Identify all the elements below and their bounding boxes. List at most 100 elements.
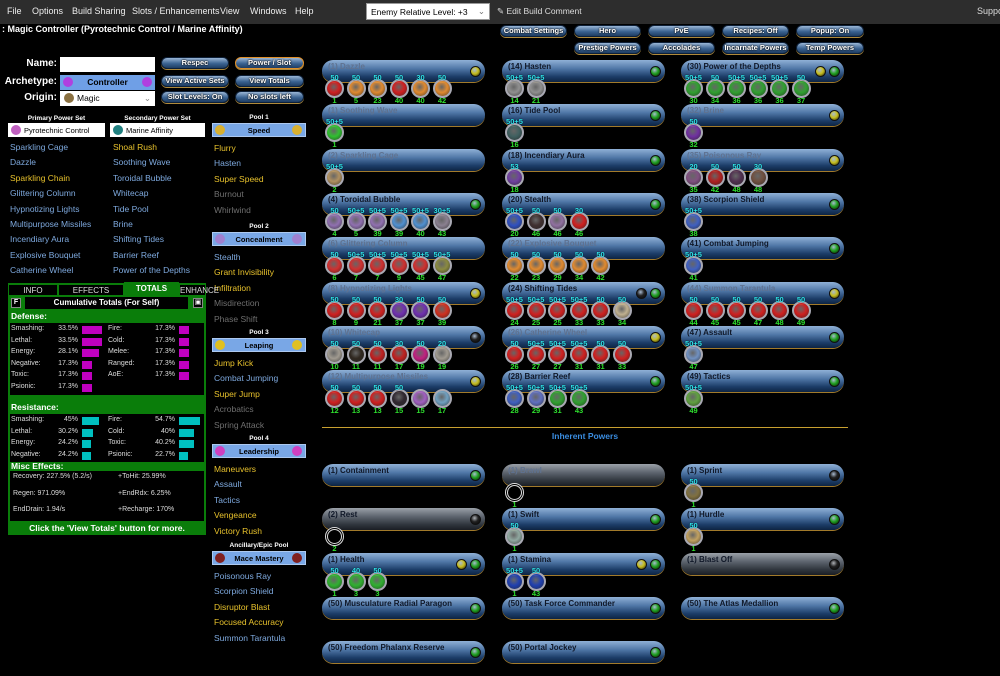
popout-icon[interactable]: ▣ <box>193 298 203 308</box>
menu-build-sharing[interactable]: Build Sharing <box>72 6 126 16</box>
power-bar-tactics[interactable]: (49) Tactics <box>681 370 844 393</box>
enhancement-slot[interactable] <box>346 211 366 231</box>
enhancement-slot[interactable] <box>569 389 589 409</box>
power-scorpion-shield[interactable]: Scorpion Shield <box>214 586 274 597</box>
power-hasten[interactable]: Hasten <box>214 158 241 169</box>
tab-effects[interactable]: EFFECTS <box>58 284 124 296</box>
enhancement-slot[interactable] <box>548 211 567 231</box>
tab-enhance[interactable]: ENHANCE <box>179 284 220 296</box>
enhancement-slot[interactable] <box>727 167 746 187</box>
enhancement-slot[interactable] <box>346 79 366 98</box>
power-glittering-column[interactable]: Glittering Column <box>10 188 76 199</box>
power-bar-musculature-radial-paragon[interactable]: (50) Musculature Radial Paragon <box>322 596 485 619</box>
enhancement-slot[interactable] <box>325 79 344 98</box>
prestige-powers-button[interactable]: Prestige Powers <box>574 42 641 54</box>
power-bar-assault[interactable]: (47) Assault <box>681 325 844 348</box>
enhancement-slot[interactable] <box>569 211 589 231</box>
power-bar-explosive-bouquet[interactable]: (22) Explosive Bouquet <box>502 237 665 260</box>
f-button[interactable]: F <box>11 298 21 308</box>
enhancement-slot[interactable] <box>325 256 344 276</box>
power-bar-dazzle[interactable]: (1) Dazzle <box>322 60 485 82</box>
enhancement-slot[interactable] <box>432 300 452 320</box>
enhancement-slot[interactable] <box>612 344 632 364</box>
power-summon-tarantula[interactable]: Summon Tarantula <box>214 632 286 643</box>
power-bar-tide-pool[interactable]: (16) Tide Pool <box>502 104 665 127</box>
menu-view[interactable]: View <box>220 6 240 16</box>
enhancement-slot[interactable] <box>612 300 632 320</box>
enhancement-slot[interactable] <box>569 300 589 320</box>
enhancement-slot[interactable] <box>770 300 789 320</box>
enhancement-slot[interactable] <box>432 389 452 409</box>
enhancement-slot[interactable] <box>526 300 546 320</box>
enhancement-slot[interactable] <box>526 389 546 409</box>
enhancement-slot[interactable] <box>727 79 746 98</box>
enhancement-slot[interactable] <box>505 211 524 231</box>
power-bar-glittering-column[interactable]: (6) Glittering Column <box>322 237 485 260</box>
power-explosive-bouquet[interactable]: Explosive Bouquet <box>10 249 81 260</box>
power-vengeance[interactable]: Vengeance <box>214 510 257 521</box>
enhancement-slot[interactable] <box>705 79 725 98</box>
enhancement-slot[interactable] <box>727 300 746 320</box>
support-menu[interactable]: Support <box>977 6 1000 16</box>
enhancement-slot[interactable] <box>748 167 768 187</box>
enhancement-slot[interactable] <box>346 256 366 276</box>
power-assault[interactable]: Assault <box>214 479 242 490</box>
combat-settings-button[interactable]: Combat Settings <box>500 25 567 37</box>
power-slot-button[interactable]: Power / Slot <box>235 57 304 69</box>
hero-button[interactable]: Hero <box>574 25 641 37</box>
power-bar-soothing-wave[interactable]: (1) Soothing Wave <box>322 104 485 127</box>
enhancement-slot[interactable] <box>505 483 524 502</box>
power-combat-jumping[interactable]: Combat Jumping <box>214 373 279 384</box>
enhancement-slot[interactable] <box>505 300 524 320</box>
primary-set-select[interactable]: Pyrotechnic Control <box>8 123 105 137</box>
popup-on-button[interactable]: Popup: On <box>796 25 864 37</box>
origin-select[interactable]: Magic ⌄ <box>60 91 155 106</box>
enhancement-slot[interactable] <box>591 344 610 364</box>
enhancement-slot[interactable] <box>325 571 344 591</box>
power-bar-shifting-tides[interactable]: (24) Shifting Tides <box>502 281 665 304</box>
enhancement-slot[interactable] <box>569 344 589 364</box>
power-bar-brawl[interactable]: (1) Brawl <box>502 464 665 486</box>
enhancement-slot[interactable] <box>526 344 546 364</box>
enhancement-slot[interactable] <box>325 527 344 547</box>
pool-set-mace-mastery[interactable]: Mace Mastery <box>212 551 306 565</box>
enhancement-slot[interactable] <box>411 211 430 231</box>
power-focused-accuracy[interactable]: Focused Accuracy <box>214 617 284 628</box>
power-bar-hurdle[interactable]: (1) Hurdle <box>681 508 844 531</box>
power-bar-the-atlas-medallion[interactable]: (50) The Atlas Medallion <box>681 596 844 619</box>
enhancement-slot[interactable] <box>505 167 524 187</box>
enhancement-slot[interactable] <box>389 256 409 276</box>
power-dazzle[interactable]: Dazzle <box>10 157 36 168</box>
name-input[interactable] <box>60 57 155 72</box>
enhancement-slot[interactable] <box>432 211 452 231</box>
enhancement-slot[interactable] <box>684 344 703 364</box>
enhancement-slot[interactable] <box>526 571 546 591</box>
enhancement-slot[interactable] <box>432 256 452 276</box>
enhancement-slot[interactable] <box>505 344 524 364</box>
menu-options[interactable]: Options <box>32 6 64 16</box>
enhancement-slot[interactable] <box>684 211 703 231</box>
enhancement-slot[interactable] <box>548 300 567 320</box>
enhancement-slot[interactable] <box>770 79 789 98</box>
power-incendiary-aura[interactable]: Incendiary Aura <box>10 234 70 245</box>
enhancement-slot[interactable] <box>325 167 344 187</box>
menu-file[interactable]: File <box>7 6 22 16</box>
accolades-button[interactable]: Accolades <box>648 42 715 54</box>
power-shifting-tides[interactable]: Shifting Tides <box>113 234 165 245</box>
enhancement-slot[interactable] <box>705 167 725 187</box>
enhancement-slot[interactable] <box>684 483 703 502</box>
power-jump-kick[interactable]: Jump Kick <box>214 358 254 368</box>
enhancement-slot[interactable] <box>591 300 610 320</box>
power-barrier-reef[interactable]: Barrier Reef <box>113 249 159 260</box>
enhancement-slot[interactable] <box>411 79 430 98</box>
enhancement-slot[interactable] <box>548 256 567 276</box>
power-shoal-rush[interactable]: Shoal Rush <box>113 142 157 152</box>
enhancement-slot[interactable] <box>569 256 589 276</box>
enhancement-slot[interactable] <box>368 344 387 364</box>
archetype-select[interactable]: Controller <box>60 75 155 90</box>
edit-build-comment-button[interactable]: ✎ Edit Build Comment <box>497 6 582 17</box>
enhancement-slot[interactable] <box>368 256 387 276</box>
pool-set-leaping[interactable]: Leaping <box>212 338 306 352</box>
power-bar-poisonous-ray[interactable]: (35) Poisonous Ray <box>681 148 844 171</box>
power-bar-stamina[interactable]: (1) Stamina <box>502 552 665 575</box>
